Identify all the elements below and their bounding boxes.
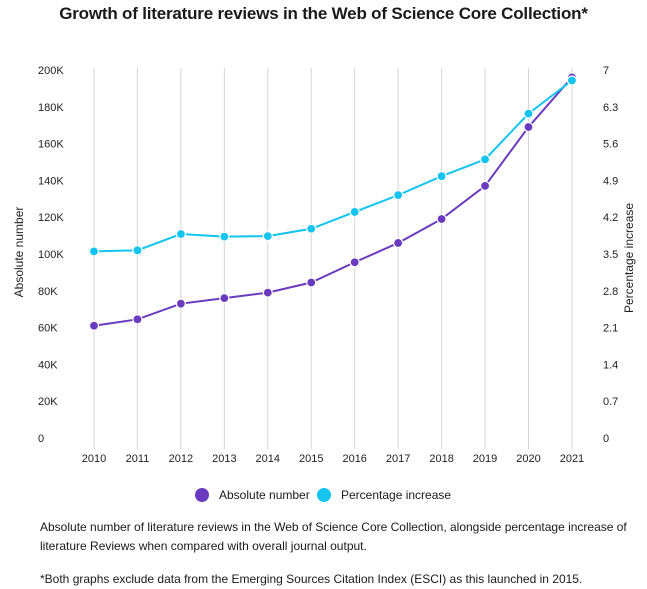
y-left-tick-label: 40K xyxy=(38,359,58,371)
x-tick-label: 2013 xyxy=(212,453,236,465)
x-tick-label: 2020 xyxy=(516,453,540,465)
data-point-percentage[interactable] xyxy=(175,228,186,240)
data-point-absolute[interactable] xyxy=(306,277,317,288)
data-point-percentage[interactable] xyxy=(306,223,317,234)
data-point-percentage[interactable] xyxy=(88,246,100,257)
y-axis-right-label: Percentage increase xyxy=(622,203,636,313)
y-left-tick-label: 140K xyxy=(38,175,64,187)
x-axis-ticks: 2010 2011 2012 2013 2014 2015 2016 2017 2018 2019… xyxy=(82,453,584,465)
y-right-tick-label: 5.6 xyxy=(603,139,618,151)
data-point-absolute[interactable] xyxy=(88,320,100,331)
data-point-percentage[interactable] xyxy=(479,154,491,165)
y-left-tick-label: 60K xyxy=(38,323,58,335)
data-point-percentage[interactable] xyxy=(132,245,143,256)
legend-label-absolute: Absolute number xyxy=(219,488,310,502)
y-left-tick-label: 200K xyxy=(38,65,64,77)
data-point-percentage[interactable] xyxy=(393,190,404,201)
chart-title: Growth of literature reviews in the Web … xyxy=(59,4,588,23)
series-layer xyxy=(88,72,578,331)
data-point-percentage[interactable] xyxy=(566,75,578,86)
series-line-absolute xyxy=(93,76,573,327)
x-tick-label: 2012 xyxy=(169,453,193,465)
legend-item-percentage[interactable]: Percentage increase xyxy=(317,488,451,502)
x-tick-label: 2018 xyxy=(429,453,453,465)
x-tick-label: 2016 xyxy=(342,453,366,465)
legend: Absolute number Percentage increase xyxy=(0,488,647,508)
x-tick-label: 2011 xyxy=(126,453,150,465)
x-tick-label: 2015 xyxy=(299,453,323,465)
y-right-tick-label: 2.8 xyxy=(603,286,618,298)
y-right-tick-label: 3.5 xyxy=(603,249,618,261)
x-tick-label: 2019 xyxy=(473,453,497,465)
data-point-absolute[interactable] xyxy=(523,121,534,133)
data-point-absolute[interactable] xyxy=(349,257,360,268)
legend-item-absolute[interactable]: Absolute number xyxy=(195,488,310,502)
left-axis-ticks: 0 20K 40K 60K 80K 100K 120K 140K 160K 180K 200K xyxy=(38,65,64,445)
y-axis-left-label: Absolute number xyxy=(12,207,26,298)
x-tick-label: 2021 xyxy=(560,453,584,465)
y-right-tick-label: 4.2 xyxy=(603,212,618,224)
y-left-tick-label: 0 xyxy=(38,433,44,445)
data-point-absolute[interactable] xyxy=(479,180,491,192)
data-point-absolute[interactable] xyxy=(436,213,447,225)
right-axis-ticks: 0 0.7 1.4 2.1 2.8 3.5 4.2 4.9 5.6 6.3 7 xyxy=(603,65,618,445)
x-tick-label: 2014 xyxy=(256,453,280,465)
data-point-absolute[interactable] xyxy=(262,287,273,298)
y-right-tick-label: 7 xyxy=(603,65,609,77)
y-right-tick-label: 1.4 xyxy=(603,359,618,371)
y-left-tick-label: 180K xyxy=(38,102,64,114)
data-point-percentage[interactable] xyxy=(523,108,534,119)
y-right-tick-label: 6.3 xyxy=(603,102,618,114)
data-point-absolute[interactable] xyxy=(132,314,143,325)
data-point-percentage[interactable] xyxy=(262,231,273,242)
y-right-tick-label: 4.9 xyxy=(603,175,618,187)
legend-label-percentage: Percentage increase xyxy=(341,488,452,502)
y-right-tick-label: 0 xyxy=(603,433,609,445)
series-line-percentage xyxy=(93,79,573,253)
data-point-percentage[interactable] xyxy=(436,171,447,182)
y-right-tick-label: 2.1 xyxy=(603,323,618,335)
data-point-percentage[interactable] xyxy=(219,231,230,242)
y-left-tick-label: 160K xyxy=(38,139,64,151)
legend-dot-absolute-icon xyxy=(195,488,209,502)
chart-footnote: *Both graphs exclude data from the Emerg… xyxy=(40,572,583,586)
y-left-tick-label: 100K xyxy=(38,249,64,261)
y-left-tick-label: 80K xyxy=(38,286,58,298)
chart-caption: Absolute number of literature reviews in… xyxy=(40,520,627,553)
y-left-tick-label: 20K xyxy=(38,396,58,408)
data-point-absolute[interactable] xyxy=(393,237,404,249)
data-point-absolute[interactable] xyxy=(175,298,186,309)
y-right-tick-label: 0.7 xyxy=(603,396,618,408)
x-tick-label: 2010 xyxy=(82,453,106,465)
data-point-percentage[interactable] xyxy=(349,206,360,218)
legend-dot-percentage-icon xyxy=(317,488,331,502)
y-left-tick-label: 120K xyxy=(38,212,64,224)
data-point-absolute[interactable] xyxy=(219,293,230,304)
x-tick-label: 2017 xyxy=(386,453,410,465)
grid-lines xyxy=(93,68,573,449)
